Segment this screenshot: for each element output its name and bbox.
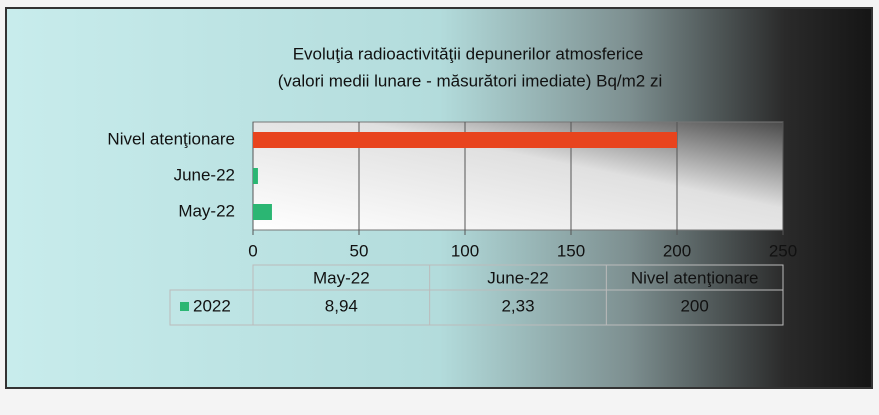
bar xyxy=(253,132,677,148)
bar xyxy=(253,204,272,220)
x-tick-label: 50 xyxy=(350,241,369,260)
x-tick-label: 200 xyxy=(663,241,691,260)
x-tick-label: 150 xyxy=(557,241,585,260)
table-header: May-22 xyxy=(313,268,370,287)
legend-swatch xyxy=(180,302,189,311)
x-tick-label: 250 xyxy=(769,241,797,260)
y-tick-label: Nivel atenţionare xyxy=(107,129,235,148)
data-table-frame xyxy=(169,264,784,326)
bar xyxy=(253,168,258,184)
table-value: 8,94 xyxy=(325,296,358,315)
chart-title: Evoluţia radioactivităţii depunerilor at… xyxy=(293,44,644,63)
y-tick-label: May-22 xyxy=(178,201,235,220)
table-header: June-22 xyxy=(487,268,548,287)
x-tick-label: 100 xyxy=(451,241,479,260)
table-value: 200 xyxy=(680,296,708,315)
table-header: Nivel atenţionare xyxy=(631,268,759,287)
chart-subtitle: (valori medii lunare - măsurători imedia… xyxy=(278,71,663,90)
table-value: 2,33 xyxy=(501,296,534,315)
legend-label: 2022 xyxy=(193,296,231,315)
y-tick-label: June-22 xyxy=(174,165,235,184)
x-tick-label: 0 xyxy=(248,241,257,260)
